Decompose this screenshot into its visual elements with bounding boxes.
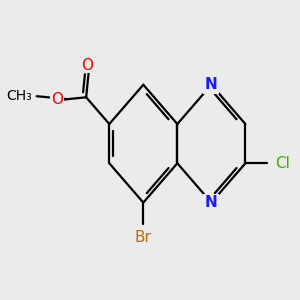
Text: CH₃: CH₃	[6, 89, 32, 103]
Text: N: N	[205, 195, 218, 210]
Text: O: O	[51, 92, 63, 107]
Text: Br: Br	[135, 230, 152, 245]
Text: N: N	[205, 77, 218, 92]
Text: O: O	[81, 58, 93, 73]
Text: Cl: Cl	[276, 156, 290, 171]
